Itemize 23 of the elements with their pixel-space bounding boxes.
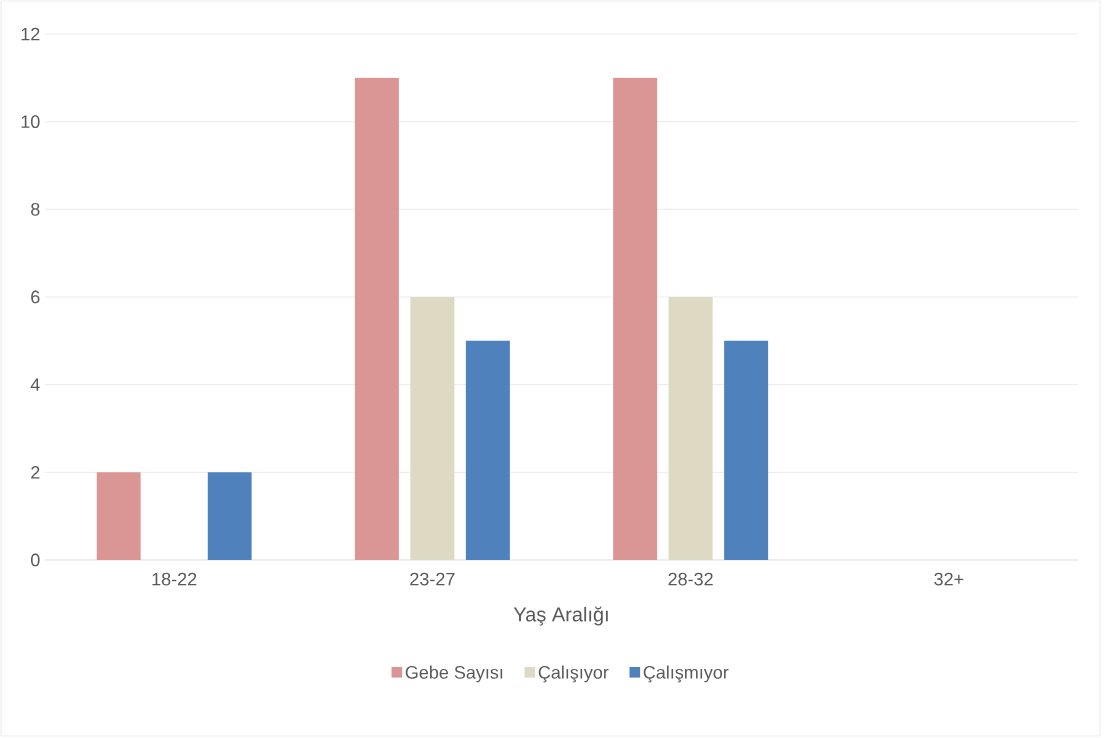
- bar: [410, 296, 455, 560]
- x-tick-label: 32+: [934, 572, 964, 586]
- legend-label: Çalışıyor: [538, 665, 609, 683]
- bar: [207, 472, 252, 560]
- y-tick-label: 8: [31, 202, 40, 216]
- bar: [724, 340, 769, 560]
- x-tick-label: 18-22: [152, 572, 197, 586]
- bar: [96, 472, 141, 560]
- y-tick-label: 10: [21, 115, 40, 129]
- x-tick-label: 23-27: [410, 572, 455, 586]
- x-tick-label: 28-32: [668, 572, 713, 586]
- legend-label: Gebe Sayısı: [405, 665, 503, 683]
- y-tick-label: 4: [30, 378, 40, 391]
- x-axis-title: Yaş Aralığı: [513, 606, 608, 626]
- bar: [668, 296, 713, 560]
- bar: [465, 340, 510, 560]
- legend-label: Çalışmıyor: [643, 665, 729, 683]
- y-tick-label: 12: [21, 27, 40, 41]
- bar: [613, 77, 658, 560]
- y-tick-label: 2: [31, 466, 40, 479]
- y-tick-label: 0: [31, 553, 40, 567]
- y-tick-label: 6: [31, 290, 40, 304]
- bar: [354, 77, 399, 560]
